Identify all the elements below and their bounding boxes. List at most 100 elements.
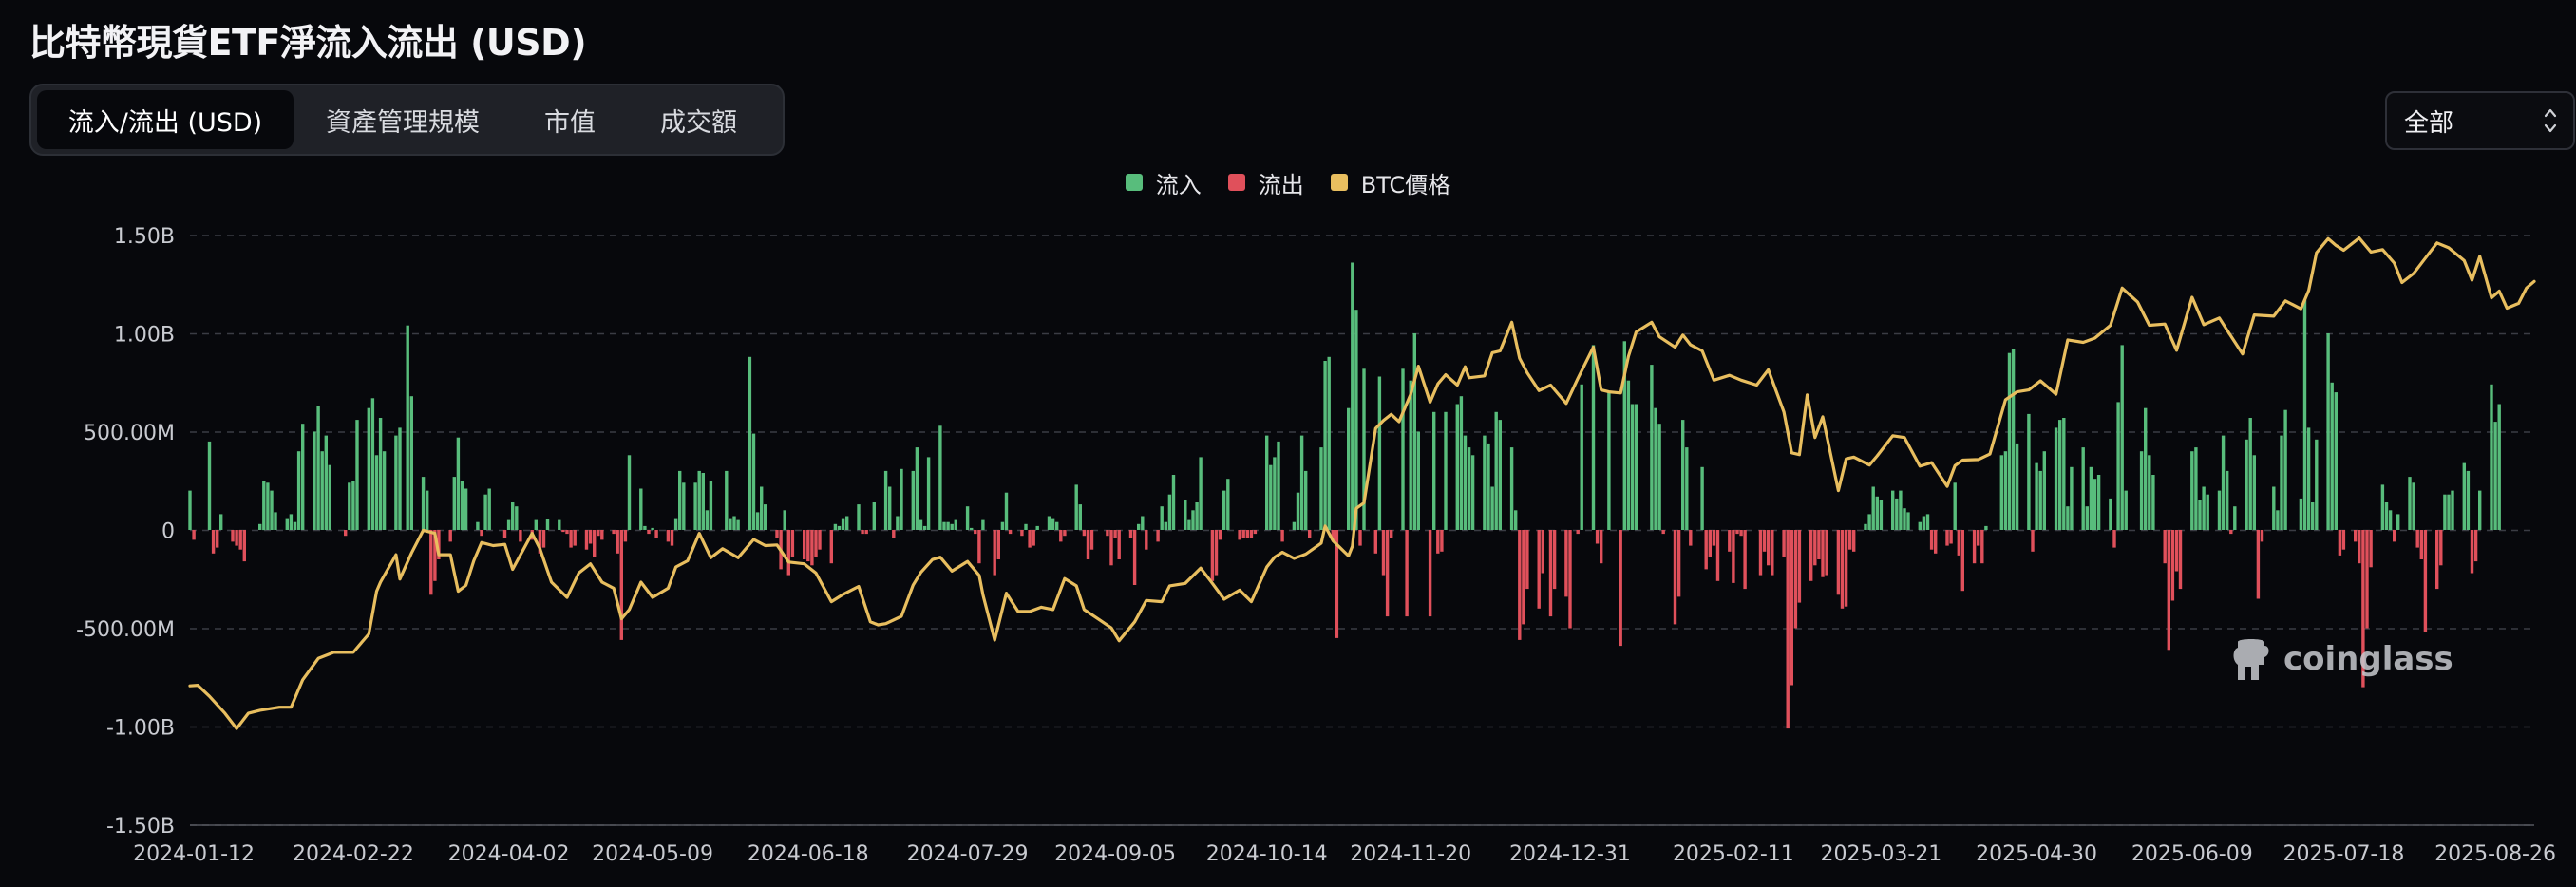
range-select[interactable]: 全部 (2385, 91, 2575, 150)
inflow-bar (837, 525, 842, 530)
legend-item-outflow[interactable]: 流出 (1227, 166, 1304, 199)
legend-label-outflow: 流出 (1258, 171, 1304, 198)
inflow-bar (2081, 447, 2085, 530)
tab-inflow-outflow[interactable]: 流入/流出 (USD) (37, 90, 294, 149)
outflow-bar (238, 530, 242, 550)
outflow-bar (1945, 530, 1949, 546)
inflow-bar (2093, 479, 2097, 530)
coinglass-logo-icon (2233, 639, 2269, 680)
outflow-bar (1949, 530, 1953, 544)
inflow-bar (2408, 477, 2412, 530)
inflow-bar (398, 427, 402, 530)
inflow-bar (2054, 427, 2058, 530)
outflow-bar (2167, 530, 2170, 651)
tab-market-cap[interactable]: 市值 (544, 107, 596, 138)
inflow-bar (320, 451, 324, 530)
inflow-bar (2306, 427, 2311, 530)
inflow-bar (1685, 447, 1689, 530)
outflow-bar (600, 530, 604, 540)
inflow-bar (382, 451, 387, 530)
y-tick-label: 500.00M (84, 422, 175, 445)
outflow-bar (519, 530, 522, 542)
inflow-bar (938, 425, 942, 530)
inflow-bar (1347, 407, 1351, 530)
outflow-bar (1852, 530, 1856, 552)
inflow-bar (328, 464, 331, 530)
outflow-bar (1059, 530, 1063, 542)
inflow-bar (316, 406, 320, 530)
inflow-bar (1626, 380, 1631, 530)
inflow-bar (1412, 333, 1416, 530)
inflow-bar (1323, 361, 1327, 530)
inflow-bar (1622, 341, 1626, 530)
inflow-bar (1351, 262, 1354, 530)
outflow-bar (1436, 530, 1440, 554)
inflow-bar (1199, 457, 1203, 530)
legend-item-btc-price[interactable]: BTC價格 (1330, 166, 1450, 199)
outflow-bar (1790, 530, 1793, 686)
outflow-bar (1156, 530, 1160, 542)
inflow-bar (2148, 455, 2151, 530)
inflow-bar (2027, 413, 2031, 530)
outflow-bar (1537, 530, 1541, 609)
inflow-bar (2233, 506, 2237, 530)
inflow-bar (476, 521, 480, 530)
inflow-bar (1416, 431, 1420, 530)
outflow-bar (2174, 530, 2179, 572)
inflow-bar (1401, 368, 1405, 530)
inflow-bar (464, 488, 468, 530)
inflow-bar (833, 523, 838, 530)
inflow-bar (1864, 523, 1867, 530)
outflow-bar (2256, 530, 2261, 599)
legend-item-inflow[interactable]: 流入 (1125, 166, 1202, 199)
inflow-bar (2276, 510, 2280, 530)
tab-aum[interactable]: 資產管理規模 (326, 107, 480, 138)
inflow-bar (2190, 451, 2194, 530)
inflow-bar (367, 407, 370, 530)
inflow-bar (2062, 418, 2066, 530)
inflow-bar (725, 470, 729, 530)
inflow-bar (262, 481, 266, 531)
range-select-value: 全部 (2404, 108, 2454, 138)
inflow-bar (2194, 447, 2198, 530)
inflow-bar (896, 516, 900, 530)
inflow-bar (452, 477, 456, 530)
outflow-bar (1980, 530, 1984, 564)
x-tick-label: 2024-01-12 (133, 842, 255, 866)
inflow-bar (911, 470, 915, 530)
inflow-bar (2497, 404, 2501, 530)
x-tick-label: 2024-07-29 (907, 842, 1029, 866)
inflow-bar (2198, 500, 2202, 530)
y-tick-label: 1.50B (114, 225, 175, 249)
inflow-bar (1409, 380, 1412, 530)
inflow-bar (293, 521, 297, 530)
inflow-bar (888, 486, 892, 530)
inflow-bar (1195, 502, 1199, 530)
outflow-bar (861, 530, 864, 535)
outflow-bar (1128, 530, 1133, 538)
outflow-bar (1735, 530, 1739, 535)
outflow-bar (1381, 530, 1386, 576)
outflow-bar (1132, 530, 1137, 585)
inflow-bar (946, 521, 950, 530)
outflow-bar (996, 530, 1000, 559)
inflow-bar (915, 447, 919, 530)
outflow-bar (1522, 530, 1525, 625)
inflow-bar (1047, 516, 1051, 530)
inflow-bar (1137, 523, 1141, 530)
tab-volume[interactable]: 成交額 (660, 107, 737, 138)
inflow-bar (1498, 420, 1502, 530)
inflow-bar (301, 424, 305, 530)
outflow-bar (814, 530, 818, 557)
inflow-bar (351, 481, 355, 531)
inflow-bar (219, 514, 223, 530)
inflow-bar (729, 518, 732, 530)
outflow-bar (1541, 530, 1544, 574)
outflow-bar (1428, 530, 1432, 617)
outflow-bar (1089, 530, 1094, 550)
inflow-bar (2396, 514, 2400, 530)
inflow-bar (2412, 482, 2415, 530)
inflow-bar (639, 488, 643, 530)
outflow-bar (1335, 530, 1339, 638)
outflow-bar (1844, 530, 1848, 607)
